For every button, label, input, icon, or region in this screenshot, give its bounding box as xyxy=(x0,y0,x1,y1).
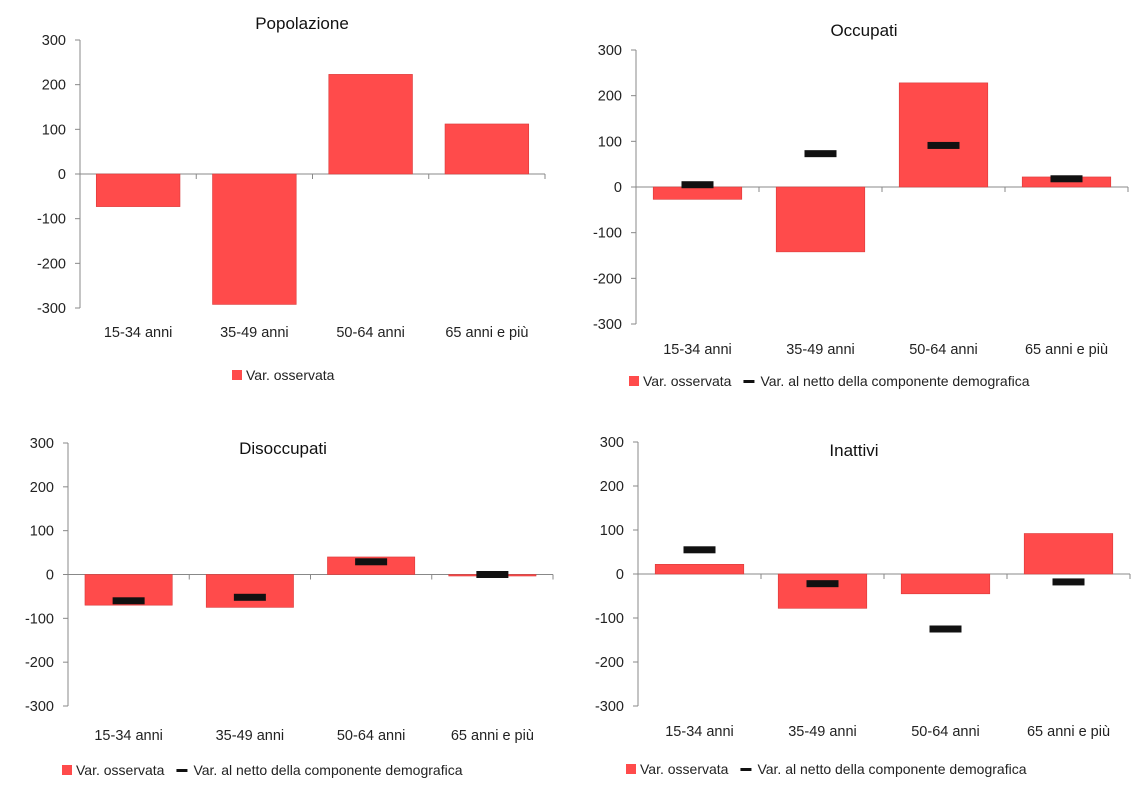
y-tick-label: 300 xyxy=(598,43,622,59)
y-tick-label: -100 xyxy=(25,611,54,627)
x-category-label: 65 anni e più xyxy=(445,325,528,341)
legend-label-observed: Var. osservata xyxy=(76,762,165,778)
x-category-label: 50-64 anni xyxy=(336,325,405,341)
y-tick-label: 100 xyxy=(598,134,622,150)
marker-net-4 xyxy=(1050,175,1083,183)
bar-observed-2 xyxy=(775,186,866,253)
x-category-label: 35-49 anni xyxy=(786,342,855,358)
y-tick-label: 200 xyxy=(600,479,624,495)
y-tick-label: 300 xyxy=(30,436,54,452)
bar-observed-3 xyxy=(900,573,991,595)
x-category-label: 15-34 anni xyxy=(663,342,732,358)
chart-svg-popolazione: Popolazione 300 200 100 0 -100 -200 -300 15-34 a… xyxy=(37,14,546,383)
chart-svg-occupati: Occupati 300 200 100 0 -100 -200 -300 15-34 anni… xyxy=(593,21,1129,389)
bar-observed-2 xyxy=(777,573,868,609)
bar-observed-3 xyxy=(328,74,413,175)
legend-label-observed: Var. osservata xyxy=(246,367,335,383)
legend-swatch-observed xyxy=(629,376,639,386)
chart-panel-occupati: Occupati 300 200 100 0 -100 -200 -300 15-34 anni… xyxy=(574,8,1140,408)
y-tick-label: -300 xyxy=(25,699,54,715)
x-category-label: 65 anni e più xyxy=(1025,342,1108,358)
y-tick-label: -200 xyxy=(593,271,622,287)
y-tick-label: -300 xyxy=(37,301,66,317)
y-tick-label: 300 xyxy=(42,33,66,49)
x-category-label: 65 anni e più xyxy=(451,728,534,744)
marker-net-3 xyxy=(927,141,960,149)
bar-observed-4 xyxy=(444,123,530,175)
legend-label-net: Var. al netto della componente demografi… xyxy=(757,761,1026,777)
legend-swatch-net xyxy=(743,380,755,383)
x-category-label: 50-64 anni xyxy=(337,728,406,744)
marker-net-2 xyxy=(804,150,837,158)
y-tick-label: 200 xyxy=(598,89,622,105)
y-tick-label: -100 xyxy=(593,226,622,242)
y-tick-label: 0 xyxy=(46,568,54,584)
x-category-label: 15-34 anni xyxy=(94,728,163,744)
bar-observed-1 xyxy=(95,173,181,207)
bar-observed-1 xyxy=(652,186,743,200)
chart-panel-disoccupati: Disoccupati 300 200 100 0 -100 -200 -300 15-34 a… xyxy=(0,418,568,796)
marker-net-2 xyxy=(806,580,839,588)
chart-panel-inattivi: Inattivi 300 200 100 0 -100 -200 -300 15-34 anni… xyxy=(574,416,1140,794)
x-category-label: 35-49 anni xyxy=(788,724,857,740)
chart-svg-inattivi: Inattivi 300 200 100 0 -100 -200 -300 15-34 anni… xyxy=(595,435,1131,777)
x-category-label: 65 anni e più xyxy=(1027,724,1110,740)
marker-net-1 xyxy=(681,181,714,189)
x-category-label: 35-49 anni xyxy=(216,728,285,744)
y-tick-label: 200 xyxy=(42,78,66,94)
bar-observed-4 xyxy=(1023,533,1114,575)
x-category-label: 50-64 anni xyxy=(909,342,978,358)
y-tick-label: 100 xyxy=(600,523,624,539)
legend-swatch-observed xyxy=(232,370,242,380)
chart-panel-popolazione: Popolazione 300 200 100 0 -100 -200 -300 15-34 a… xyxy=(0,0,568,410)
x-category-label: 50-64 anni xyxy=(911,724,980,740)
marker-net-3 xyxy=(929,625,962,633)
x-category-label: 15-34 anni xyxy=(665,724,734,740)
y-tick-label: 200 xyxy=(30,480,54,496)
marker-net-1 xyxy=(112,597,145,605)
y-tick-label: 0 xyxy=(614,180,622,196)
y-tick-label: -200 xyxy=(595,655,624,671)
y-tick-label: 0 xyxy=(616,567,624,583)
x-category-label: 15-34 anni xyxy=(104,325,173,341)
bar-observed-1 xyxy=(654,564,745,575)
y-tick-label: -200 xyxy=(37,256,66,272)
legend-swatch-observed xyxy=(62,765,72,775)
x-category-label: 35-49 anni xyxy=(220,325,289,341)
y-tick-label: -300 xyxy=(595,699,624,715)
chart-title-popolazione: Popolazione xyxy=(255,14,349,33)
y-tick-label: -300 xyxy=(593,317,622,333)
legend-swatch-net xyxy=(176,769,188,772)
legend-swatch-observed xyxy=(626,764,636,774)
marker-net-4 xyxy=(476,571,509,578)
y-tick-label: 300 xyxy=(600,435,624,451)
chart-title-occupati: Occupati xyxy=(830,21,897,40)
marker-net-2 xyxy=(233,593,266,601)
legend-label-net: Var. al netto della componente demografi… xyxy=(193,762,462,778)
y-tick-label: 0 xyxy=(58,167,66,183)
legend-label-net: Var. al netto della componente demografi… xyxy=(760,373,1029,389)
chart-title-inattivi: Inattivi xyxy=(829,441,878,460)
y-tick-label: 100 xyxy=(42,122,66,138)
marker-net-3 xyxy=(355,558,388,566)
bar-observed-3 xyxy=(898,82,989,188)
y-tick-label: -200 xyxy=(25,655,54,671)
legend-swatch-net xyxy=(740,768,752,771)
bar-observed-2 xyxy=(205,574,294,608)
bar-observed-2 xyxy=(212,173,297,305)
bar-observed-3 xyxy=(327,556,416,575)
legend-label-observed: Var. osservata xyxy=(640,761,729,777)
y-tick-label: -100 xyxy=(37,212,66,228)
chart-svg-disoccupati: Disoccupati 300 200 100 0 -100 -200 -300 15-34 a… xyxy=(25,436,554,778)
chart-title-disoccupati: Disoccupati xyxy=(239,439,327,458)
y-tick-label: -100 xyxy=(595,611,624,627)
marker-net-4 xyxy=(1052,578,1085,586)
y-tick-label: 100 xyxy=(30,524,54,540)
legend-label-observed: Var. osservata xyxy=(643,373,732,389)
marker-net-1 xyxy=(683,546,716,554)
